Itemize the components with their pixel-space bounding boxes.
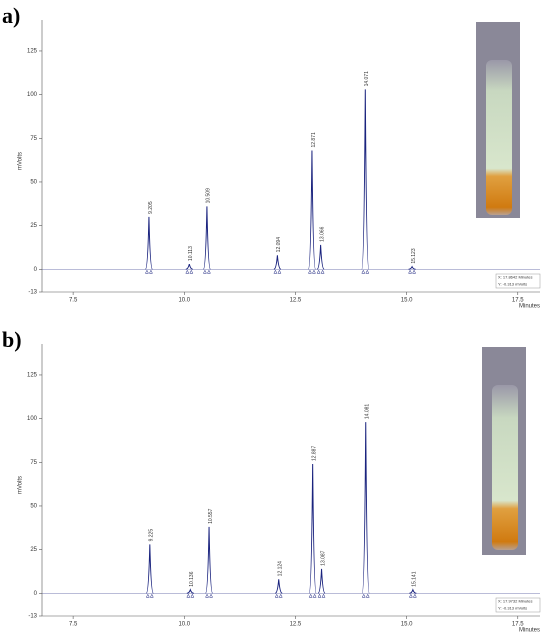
x-tick-label: 7.5 bbox=[69, 622, 78, 628]
y-tick-label: 100 bbox=[27, 416, 38, 422]
peak bbox=[275, 579, 283, 594]
peak bbox=[202, 206, 211, 270]
peak-label: 15.123 bbox=[411, 248, 417, 264]
peak bbox=[186, 588, 194, 594]
peak-label: 10.136 bbox=[189, 571, 195, 587]
y-tick-label: 25 bbox=[30, 223, 37, 229]
y-tick-label: -13 bbox=[28, 290, 37, 296]
y-tick-label: 100 bbox=[27, 92, 38, 98]
peak-marker bbox=[273, 269, 282, 274]
peak bbox=[144, 216, 153, 270]
tube-photo bbox=[476, 22, 520, 218]
peak-label: 14.081 bbox=[365, 404, 371, 420]
peak-label: 9.225 bbox=[149, 529, 155, 542]
cursor-readout: X: 17.9732 Minutes bbox=[498, 599, 532, 604]
x-tick-label: 12.5 bbox=[290, 622, 302, 628]
cursor-readout: X: 17.8642 Minutes bbox=[498, 275, 532, 280]
panel-label: a) bbox=[2, 3, 20, 28]
peak bbox=[361, 89, 370, 270]
x-axis-label: Minutes bbox=[519, 628, 540, 634]
peak-label: 12.871 bbox=[311, 132, 317, 148]
peak-marker bbox=[316, 269, 325, 274]
peak-label: 12.094 bbox=[276, 237, 282, 253]
peak-label: 13.087 bbox=[320, 550, 326, 566]
peak-label: 12.887 bbox=[311, 446, 317, 462]
peak-label: 13.066 bbox=[319, 226, 325, 242]
peak bbox=[361, 422, 370, 594]
peak-label: 15.141 bbox=[412, 571, 418, 587]
x-axis-label: Minutes bbox=[519, 304, 540, 310]
x-tick-label: 17.5 bbox=[512, 622, 524, 628]
peak-marker bbox=[203, 269, 211, 274]
peak-marker bbox=[361, 269, 370, 274]
peak bbox=[316, 244, 325, 270]
x-tick-label: 10.0 bbox=[178, 298, 190, 304]
peak-marker bbox=[408, 269, 416, 274]
peak bbox=[185, 263, 193, 270]
cursor-box bbox=[495, 273, 541, 289]
peak bbox=[317, 568, 326, 594]
x-tick-label: 15.0 bbox=[401, 622, 413, 628]
y-tick-label: 125 bbox=[27, 49, 38, 55]
peak bbox=[408, 265, 416, 270]
cursor-readout: Y: -0.313 mVolts bbox=[498, 282, 527, 287]
peak-marker bbox=[308, 593, 317, 598]
y-axis-label: mVolts bbox=[18, 152, 24, 170]
peak-marker bbox=[145, 269, 153, 274]
peak-label: 9.205 bbox=[148, 201, 154, 214]
y-tick-label: -13 bbox=[28, 614, 37, 620]
peak bbox=[205, 526, 214, 594]
y-tick-label: 0 bbox=[34, 267, 38, 273]
peak-label: 12.124 bbox=[278, 561, 284, 577]
peak-marker bbox=[408, 593, 417, 598]
cursor-readout: Y: -0.313 mVolts bbox=[498, 606, 527, 611]
y-tick-label: 125 bbox=[27, 373, 38, 379]
tube-photo bbox=[482, 347, 526, 555]
x-tick-label: 15.0 bbox=[401, 298, 413, 304]
peak bbox=[409, 588, 417, 594]
x-tick-label: 17.5 bbox=[512, 298, 524, 304]
cursor-box bbox=[495, 597, 541, 613]
y-tick-label: 75 bbox=[30, 136, 37, 142]
y-tick-label: 50 bbox=[30, 504, 37, 510]
peak-marker bbox=[274, 593, 283, 598]
peak-marker bbox=[145, 593, 154, 598]
x-tick-label: 10.0 bbox=[178, 622, 190, 628]
panel-label: b) bbox=[2, 327, 22, 352]
y-tick-label: 75 bbox=[30, 460, 37, 466]
x-tick-label: 12.5 bbox=[290, 298, 302, 304]
peak bbox=[145, 544, 154, 594]
peak bbox=[308, 464, 317, 594]
x-tick-label: 7.5 bbox=[69, 298, 78, 304]
y-tick-label: 0 bbox=[34, 591, 38, 597]
peak-label: 10.509 bbox=[206, 188, 212, 204]
peak-marker bbox=[185, 269, 194, 274]
peak-marker bbox=[186, 593, 195, 598]
peak-marker bbox=[361, 593, 370, 598]
y-tick-label: 50 bbox=[30, 180, 37, 186]
y-axis-label: mVolts bbox=[18, 476, 24, 494]
peak bbox=[307, 150, 316, 270]
peak-marker bbox=[205, 593, 213, 598]
peak-label: 14.071 bbox=[364, 71, 370, 87]
y-tick-label: 25 bbox=[30, 547, 37, 553]
peak-label: 10.557 bbox=[208, 508, 214, 524]
peak-marker bbox=[317, 593, 326, 598]
peak bbox=[273, 255, 282, 270]
peak-marker bbox=[308, 269, 316, 274]
peak-label: 10.113 bbox=[188, 246, 194, 261]
